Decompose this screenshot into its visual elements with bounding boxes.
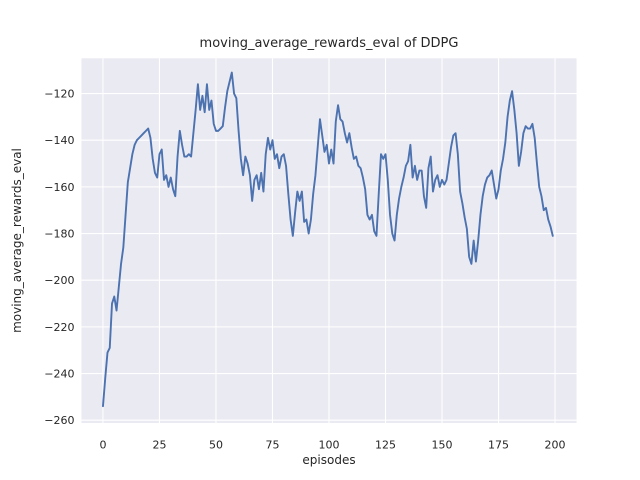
x-tick-label: 0	[99, 439, 106, 452]
y-tick-label: −220	[44, 321, 74, 334]
y-tick-label: −180	[44, 228, 74, 241]
x-tick-label: 150	[432, 439, 453, 452]
x-tick-label: 50	[209, 439, 223, 452]
y-tick-label: −240	[44, 368, 74, 381]
x-tick-label: 100	[319, 439, 340, 452]
y-tick-label: −160	[44, 181, 74, 194]
x-axis-label: episodes	[302, 453, 355, 467]
y-tick-label: −200	[44, 274, 74, 287]
series-line	[102, 71, 554, 408]
y-tick-label: −120	[44, 88, 74, 101]
chart-title: moving_average_rewards_eval of DDPG	[200, 36, 459, 51]
y-tick-label: −140	[44, 134, 74, 147]
y-axis-label: moving_average_rewards_eval	[10, 148, 24, 333]
y-tick-labels: −120 −140 −160 −180 −200 −220 −240 −260	[44, 88, 74, 428]
x-tick-label: 25	[152, 439, 166, 452]
x-tick-labels: 0 25 50 75 100 125 150 175 200	[99, 439, 565, 452]
x-tick-label: 200	[545, 439, 566, 452]
x-tick-label: 125	[375, 439, 396, 452]
x-tick-label: 75	[265, 439, 279, 452]
x-tick-label: 175	[488, 439, 509, 452]
gridlines	[81, 58, 577, 423]
y-tick-label: −260	[44, 414, 74, 427]
